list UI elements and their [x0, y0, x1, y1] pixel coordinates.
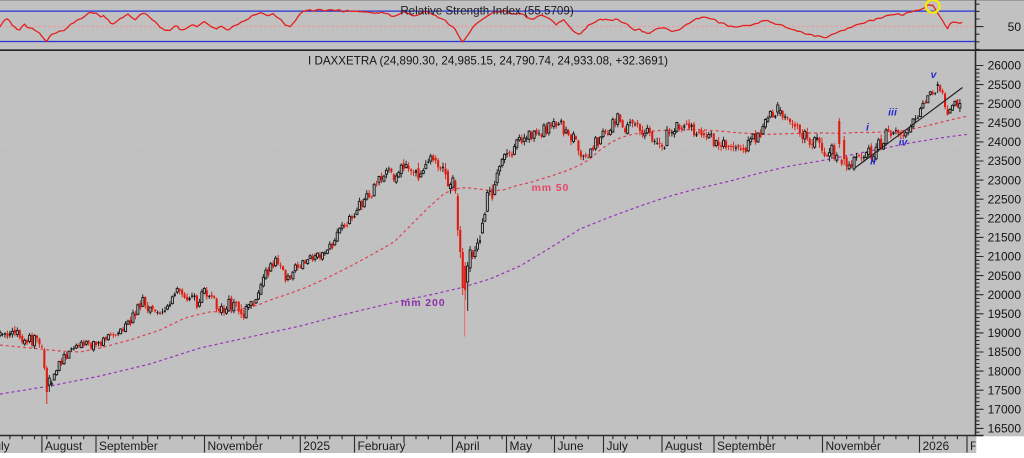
svg-text:June: June: [558, 439, 584, 453]
svg-text:v: v: [931, 69, 938, 81]
svg-text:September: September: [717, 439, 776, 453]
svg-text:Relative Strength Index (55.57: Relative Strength Index (55.5709): [400, 5, 574, 18]
svg-text:24000: 24000: [988, 135, 1022, 149]
svg-text:2026: 2026: [923, 439, 950, 453]
svg-text:18000: 18000: [988, 364, 1022, 378]
svg-text:23500: 23500: [988, 154, 1022, 168]
svg-text:17000: 17000: [988, 403, 1022, 417]
svg-text:i: i: [866, 122, 870, 134]
svg-text:23000: 23000: [988, 173, 1022, 187]
svg-text:50: 50: [1008, 20, 1022, 34]
svg-text:July: July: [607, 439, 628, 453]
svg-text:July: July: [0, 439, 10, 453]
svg-text:February: February: [970, 439, 1018, 453]
svg-text:24500: 24500: [988, 116, 1022, 130]
svg-text:August: August: [45, 439, 83, 453]
svg-text:mm 200: mm 200: [401, 297, 446, 309]
svg-text:February: February: [358, 439, 406, 453]
svg-text:iii: iii: [888, 107, 898, 119]
svg-text:I DAXXETRA (24,890.30, 24,985.: I DAXXETRA (24,890.30, 24,985.15, 24,790…: [308, 55, 668, 68]
svg-text:November: November: [826, 439, 881, 453]
svg-text:22000: 22000: [988, 212, 1022, 226]
svg-text:ii: ii: [870, 156, 877, 168]
svg-text:May: May: [510, 439, 533, 453]
svg-text:November: November: [208, 439, 263, 453]
svg-text:22500: 22500: [988, 192, 1022, 206]
svg-text:17500: 17500: [988, 383, 1022, 397]
svg-text:20500: 20500: [988, 269, 1022, 283]
svg-text:21000: 21000: [988, 250, 1022, 264]
svg-text:19000: 19000: [988, 326, 1022, 340]
svg-text:18500: 18500: [988, 345, 1022, 359]
svg-text:April: April: [456, 439, 480, 453]
svg-text:2025: 2025: [303, 439, 330, 453]
svg-text:20000: 20000: [988, 288, 1022, 302]
svg-text:September: September: [99, 439, 158, 453]
svg-text:iv: iv: [899, 137, 909, 149]
svg-text:August: August: [665, 439, 703, 453]
svg-text:19500: 19500: [988, 307, 1022, 321]
svg-text:16500: 16500: [988, 422, 1022, 436]
svg-text:25000: 25000: [988, 97, 1022, 111]
svg-text:mm 50: mm 50: [532, 182, 570, 194]
svg-text:21500: 21500: [988, 231, 1022, 245]
svg-text:26000: 26000: [988, 59, 1022, 73]
svg-text:25500: 25500: [988, 78, 1022, 92]
